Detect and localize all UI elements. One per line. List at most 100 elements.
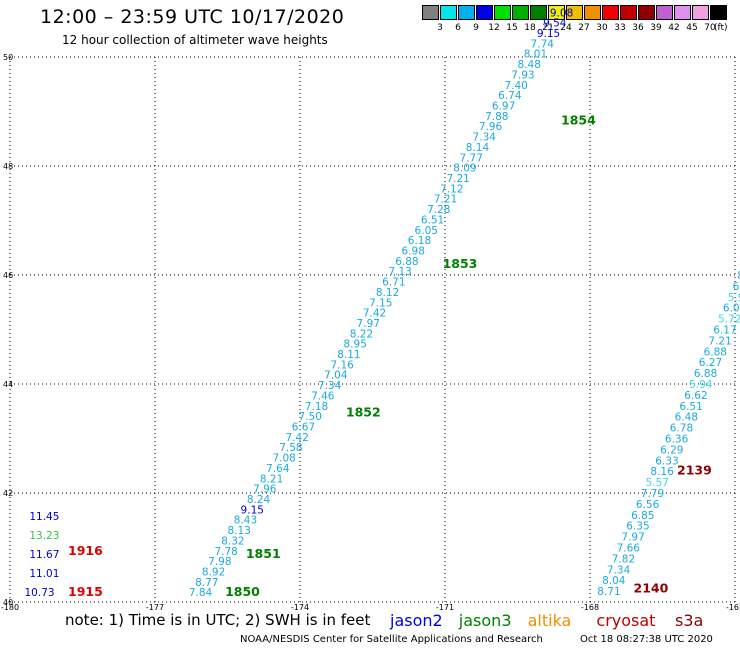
lat-tick-label: 44 (3, 380, 13, 389)
wave-height-value: 7.34 (473, 132, 497, 144)
wave-height-value: 8.21 (260, 473, 283, 485)
pass-time-label: 1916 (68, 543, 103, 558)
legend-swatch (656, 5, 673, 20)
legend-label: 15 (506, 23, 518, 33)
lon-tick-label: -180 (1, 603, 19, 612)
pass-time-label: 1850 (225, 584, 260, 599)
wave-height-value: 6.62 (684, 390, 707, 402)
wave-height-value: 7.58 (279, 442, 302, 454)
legend-label: 6 (455, 23, 461, 33)
wave-height-value: 9.15 (537, 28, 560, 40)
satellite-s3a: s3a (675, 611, 704, 630)
lat-tick-label: 40 (3, 598, 13, 607)
wave-height-value: 7.93 (511, 69, 534, 81)
pass-time-label: 1853 (443, 256, 478, 271)
legend-swatch (674, 5, 691, 20)
wave-height-value: 7.97 (357, 318, 380, 330)
wave-height-value: 6.88 (704, 346, 727, 358)
wave-height-value: 6.97 (492, 101, 515, 113)
legend-swatch (620, 5, 637, 20)
wave-height-value: 6.71 (382, 277, 405, 289)
wave-height-value: 7.88 (485, 111, 508, 123)
wave-height-value: 7.97 (621, 532, 644, 544)
legend-label: 30 (596, 23, 608, 33)
wave-height-value: 13.23 (29, 530, 59, 542)
legend-label: 33 (614, 23, 626, 33)
legend-swatch (692, 5, 709, 20)
map-subtitle: 12 hour collection of altimeter wave hei… (62, 33, 328, 47)
legend-swatch (494, 5, 511, 20)
wave-height-value: 7.15 (369, 297, 392, 309)
satellite-altika: altika (527, 611, 572, 630)
legend-label: 24 (560, 23, 572, 33)
legend-label: 9 (473, 23, 479, 33)
wave-height-value: 8.32 (221, 535, 244, 547)
legend-swatch (584, 5, 601, 20)
wave-height-value: 8.95 (344, 339, 367, 351)
pass-time-label: 1854 (561, 113, 596, 128)
wave-height-value: 5.93 (728, 292, 740, 304)
wave-height-value: 8.11 (337, 349, 360, 361)
wave-height-value: 7.21 (446, 173, 469, 185)
lon-tick-label: -171 (436, 603, 454, 612)
wave-height-value: 8.22 (350, 328, 373, 340)
wave-height-value: 6.48 (675, 412, 698, 424)
wave-height-value: 7.08 (272, 453, 295, 465)
legend-swatch (476, 5, 493, 20)
pass-time-label: 1915 (68, 584, 103, 599)
pass-time-label: 2139 (677, 463, 712, 478)
wave-height-value: 6.51 (421, 214, 444, 226)
wave-height-value: 11.01 (29, 568, 59, 580)
lat-tick-label: 42 (3, 489, 13, 498)
wave-height-value: 7.42 (363, 308, 386, 320)
wave-height-value: 7.40 (504, 80, 527, 92)
wave-height-value: 6.88 (694, 368, 717, 380)
wave-height-value: 7.12 (440, 183, 463, 195)
wave-height-value: 8.01 (524, 49, 547, 61)
wave-height-value: 6.29 (660, 444, 683, 456)
wave-height-value: 9.54 (543, 18, 567, 30)
wave-height-value: 6.18 (408, 235, 431, 247)
wave-height-value: 8.24 (247, 494, 271, 506)
legend-label: 70 (704, 23, 716, 33)
wave-height-value: 8.09 (453, 163, 476, 175)
wave-height-value: 6.36 (665, 434, 689, 446)
wave-height-value: 9.08 (550, 7, 573, 19)
legend-label: 21 (542, 23, 554, 33)
legend-label: 27 (578, 23, 590, 33)
wave-height-value: 7.78 (214, 546, 237, 558)
wave-height-value: 8.13 (228, 525, 251, 537)
legend-swatch (566, 5, 583, 20)
legend-swatch (602, 5, 619, 20)
wave-height-value: 6.05 (415, 225, 438, 237)
wave-height-value: 8.48 (518, 59, 541, 71)
satellite-cryosat: cryosat (596, 611, 656, 630)
wave-height-value: 9.15 (241, 504, 264, 516)
wave-height-value: 6.51 (679, 401, 702, 413)
legend-swatch (422, 5, 439, 20)
legend-label: 12 (488, 23, 500, 33)
wave-height-value: 7.13 (388, 266, 411, 278)
wave-height-value: 7.84 (189, 587, 213, 599)
legend-swatch (530, 5, 547, 20)
wave-height-value: 7.04 (324, 370, 348, 382)
wave-height-value: 8.16 (650, 466, 674, 478)
wave-height-value: 7.18 (305, 401, 328, 413)
wave-height-value: 8.77 (195, 577, 218, 589)
wave-height-value: 7.28 (427, 204, 450, 216)
lon-tick-label: -177 (146, 603, 164, 612)
legend-label: 18 (524, 23, 536, 33)
legend-unit: (ft) (714, 23, 728, 33)
legend-label: 3 (437, 23, 443, 33)
wave-height-value: 10.73 (25, 587, 55, 599)
wave-height-value: 6.56 (636, 499, 660, 511)
wave-height-value: 6.74 (733, 281, 740, 293)
wave-height-value: 5.72 (718, 314, 740, 326)
legend-label: 42 (668, 23, 680, 33)
lat-tick-label: 50 (3, 53, 13, 62)
wave-height-value: 8.71 (597, 586, 620, 598)
wave-height-value: 7.74 (531, 38, 555, 50)
lon-tick-label: -168 (581, 603, 599, 612)
wave-height-value: 6.27 (699, 357, 722, 369)
